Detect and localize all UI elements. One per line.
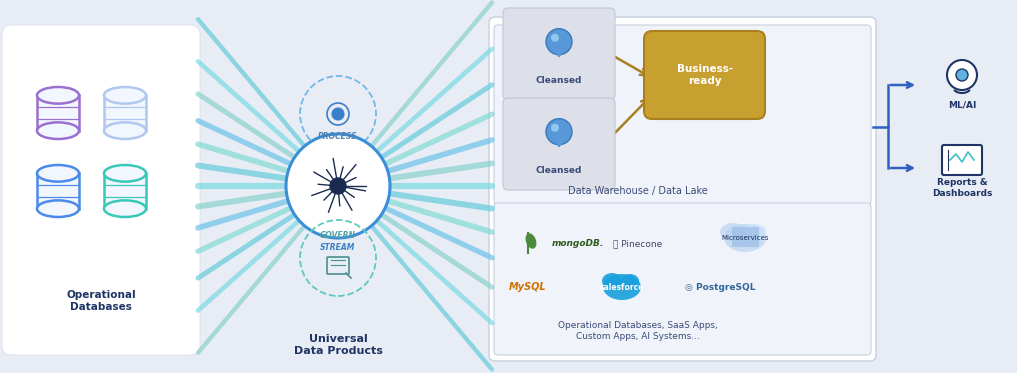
- Text: salesforce: salesforce: [600, 282, 644, 292]
- Bar: [104, 173, 146, 209]
- Circle shape: [546, 119, 572, 145]
- FancyBboxPatch shape: [942, 145, 982, 175]
- FancyBboxPatch shape: [2, 25, 200, 355]
- Bar: [37, 173, 79, 209]
- Ellipse shape: [104, 87, 146, 104]
- Text: ◎ PostgreSQL: ◎ PostgreSQL: [684, 282, 756, 292]
- Circle shape: [947, 60, 977, 90]
- Ellipse shape: [104, 200, 146, 217]
- Text: ML/AI: ML/AI: [948, 100, 976, 110]
- Text: Operational Databases, SaaS Apps,
Custom Apps, AI Systems...: Operational Databases, SaaS Apps, Custom…: [558, 321, 718, 341]
- Ellipse shape: [37, 122, 79, 139]
- FancyBboxPatch shape: [732, 227, 759, 247]
- Ellipse shape: [603, 274, 641, 300]
- Text: Universal
Data Products: Universal Data Products: [294, 334, 382, 356]
- Polygon shape: [550, 135, 569, 147]
- Ellipse shape: [104, 122, 146, 139]
- Circle shape: [546, 29, 572, 55]
- Text: Reports &
Dashboards: Reports & Dashboards: [932, 178, 993, 198]
- Ellipse shape: [602, 273, 622, 289]
- FancyBboxPatch shape: [503, 8, 615, 100]
- Text: ✨ Pinecone: ✨ Pinecone: [613, 239, 663, 248]
- FancyBboxPatch shape: [489, 17, 876, 361]
- Text: Data Warehouse / Data Lake: Data Warehouse / Data Lake: [569, 186, 708, 196]
- Bar: [104, 95, 146, 131]
- Ellipse shape: [621, 274, 639, 288]
- Polygon shape: [550, 45, 569, 57]
- Circle shape: [956, 69, 968, 81]
- Text: GOVERN: GOVERN: [320, 232, 356, 241]
- Ellipse shape: [104, 165, 146, 182]
- Text: Business-
ready: Business- ready: [677, 64, 733, 86]
- Circle shape: [330, 178, 346, 194]
- Text: Cleansed: Cleansed: [536, 166, 582, 175]
- Circle shape: [332, 108, 344, 120]
- FancyBboxPatch shape: [494, 25, 871, 205]
- Text: Cleansed: Cleansed: [536, 76, 582, 85]
- Text: STREAM: STREAM: [320, 244, 356, 253]
- FancyBboxPatch shape: [644, 31, 765, 119]
- Ellipse shape: [744, 224, 766, 240]
- FancyBboxPatch shape: [494, 203, 871, 355]
- Ellipse shape: [37, 165, 79, 182]
- Text: MySQL: MySQL: [510, 282, 547, 292]
- FancyBboxPatch shape: [503, 98, 615, 190]
- Text: PROCESS: PROCESS: [318, 132, 358, 141]
- Ellipse shape: [724, 224, 766, 252]
- Text: mongoDB.: mongoDB.: [552, 239, 604, 248]
- Circle shape: [551, 34, 559, 42]
- Text: Microservices: Microservices: [721, 235, 769, 241]
- Ellipse shape: [37, 200, 79, 217]
- Circle shape: [551, 124, 559, 132]
- Circle shape: [286, 134, 390, 238]
- Ellipse shape: [526, 233, 536, 249]
- Ellipse shape: [720, 223, 746, 241]
- Bar: [37, 95, 79, 131]
- Text: Operational
Databases: Operational Databases: [66, 290, 136, 312]
- Ellipse shape: [37, 87, 79, 104]
